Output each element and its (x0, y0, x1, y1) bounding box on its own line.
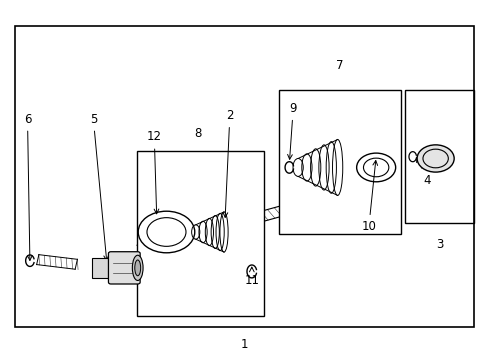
Bar (92, 258, 112, 278)
Text: 8: 8 (194, 127, 202, 140)
Bar (278, 90, 400, 234)
Text: 1: 1 (240, 338, 248, 351)
FancyBboxPatch shape (108, 252, 140, 284)
Ellipse shape (135, 260, 141, 276)
Bar (137, 151, 264, 316)
Bar (15, 26, 473, 327)
Text: 10: 10 (361, 161, 377, 233)
Bar (405, 90, 473, 223)
Text: 11: 11 (244, 267, 259, 287)
Text: 3: 3 (435, 238, 442, 251)
Ellipse shape (132, 255, 143, 280)
Text: 5: 5 (89, 113, 108, 260)
Text: 6: 6 (24, 113, 32, 260)
Text: 2: 2 (223, 109, 233, 217)
Text: 7: 7 (335, 59, 343, 72)
Text: 12: 12 (146, 130, 162, 214)
Text: 4: 4 (416, 157, 430, 186)
Text: 9: 9 (287, 102, 296, 159)
Circle shape (416, 145, 453, 172)
